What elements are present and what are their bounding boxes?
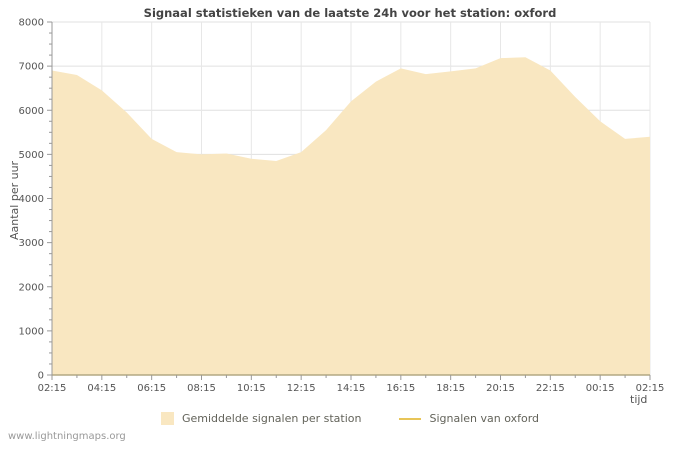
- legend: Gemiddelde signalen per station Signalen…: [0, 412, 700, 425]
- svg-text:14:15: 14:15: [337, 383, 366, 394]
- svg-text:22:15: 22:15: [536, 383, 565, 394]
- legend-line-label: Signalen van oxford: [429, 412, 540, 425]
- svg-text:20:15: 20:15: [486, 383, 515, 394]
- chart-title: Signaal statistieken van de laatste 24h …: [143, 6, 557, 20]
- svg-text:3000: 3000: [19, 238, 44, 249]
- svg-text:02:15: 02:15: [38, 383, 67, 394]
- svg-text:10:15: 10:15: [237, 383, 266, 394]
- legend-area-label: Gemiddelde signalen per station: [181, 412, 362, 425]
- svg-text:06:15: 06:15: [137, 383, 166, 394]
- svg-text:2000: 2000: [19, 282, 44, 293]
- svg-text:08:15: 08:15: [187, 383, 216, 394]
- x-axis-label: tijd: [630, 393, 648, 406]
- svg-text:04:15: 04:15: [87, 383, 116, 394]
- legend-item-oxford: Signalen van oxford: [399, 412, 539, 425]
- legend-line-swatch: [399, 417, 422, 420]
- svg-text:0: 0: [38, 371, 44, 382]
- watermark-link[interactable]: www.lightningmaps.org: [8, 431, 126, 442]
- svg-text:12:15: 12:15: [287, 383, 316, 394]
- legend-item-average: Gemiddelde signalen per station: [160, 412, 362, 425]
- svg-text:6000: 6000: [19, 106, 44, 117]
- svg-text:4000: 4000: [19, 194, 44, 205]
- svg-text:18:15: 18:15: [436, 383, 465, 394]
- svg-text:00:15: 00:15: [586, 383, 615, 394]
- svg-text:5000: 5000: [19, 150, 44, 161]
- svg-text:7000: 7000: [19, 62, 44, 73]
- svg-text:8000: 8000: [19, 18, 44, 29]
- svg-text:1000: 1000: [19, 326, 44, 337]
- signal-stats-chart: 0 1000 2000 3000 4000 5000 6000 7000 8000 02:15 04…: [19, 18, 665, 395]
- svg-text:02:15: 02:15: [636, 383, 665, 394]
- legend-area-swatch: [160, 412, 174, 425]
- svg-text:16:15: 16:15: [386, 383, 415, 394]
